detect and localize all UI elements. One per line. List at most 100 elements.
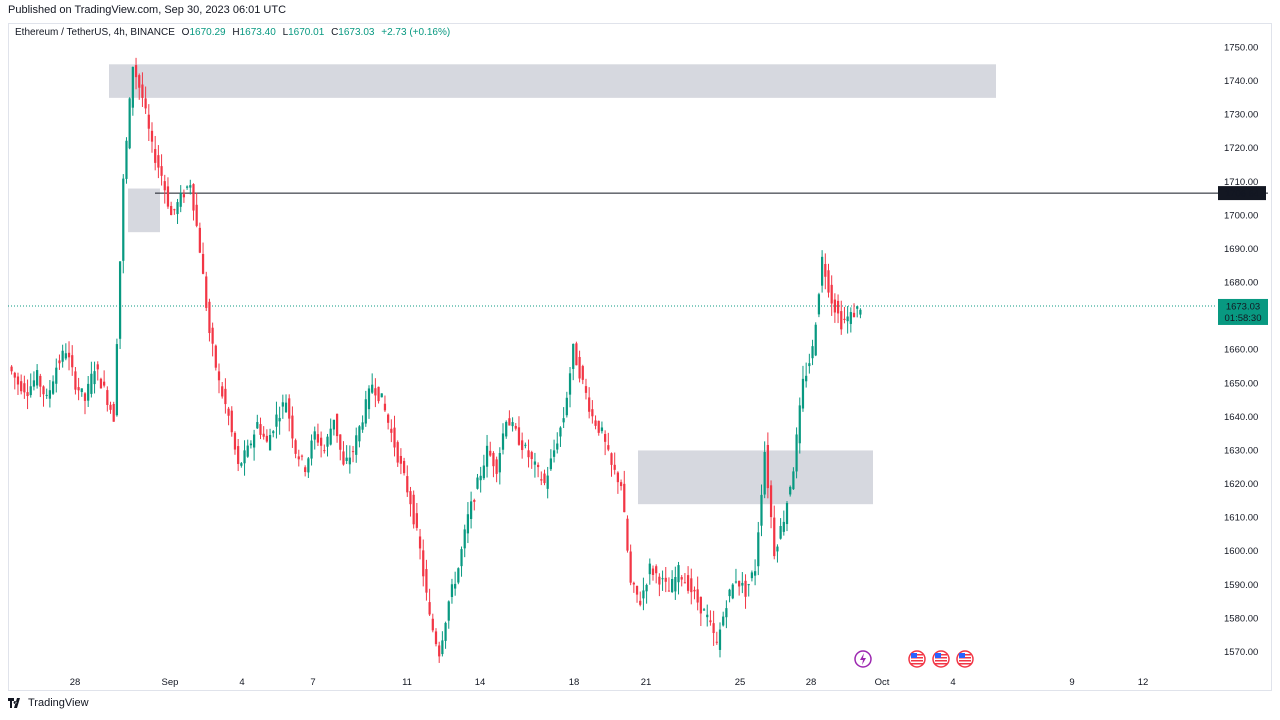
candle-body: [221, 386, 224, 397]
supply-demand-zone: [638, 450, 873, 505]
y-tick-label: 1630.00: [1224, 445, 1258, 456]
candle-body: [284, 402, 288, 413]
candle-body: [182, 194, 186, 198]
candle-body: [600, 427, 604, 432]
candle-body: [489, 450, 492, 456]
us-flag-event-icon[interactable]: [932, 650, 950, 668]
candle-body: [773, 517, 776, 557]
candle-body: [329, 428, 332, 445]
us-flag-event-icon[interactable]: [956, 650, 974, 668]
candle-body: [750, 572, 754, 579]
candle-body: [93, 371, 96, 385]
candle-body: [71, 355, 74, 368]
low-label: L: [282, 27, 289, 38]
candle-body: [415, 513, 418, 528]
candle-body: [661, 578, 664, 580]
candle-body: [511, 422, 514, 427]
candle-body: [307, 458, 310, 473]
candle-body: [801, 378, 805, 409]
candle-body: [36, 370, 39, 386]
candle-body: [377, 386, 380, 402]
y-tick-label: 1690.00: [1224, 244, 1258, 255]
candle-body: [367, 388, 371, 410]
candle-body: [383, 403, 387, 411]
candle-body: [320, 437, 323, 446]
x-tick-label: 4: [950, 677, 955, 688]
y-tick-label: 1730.00: [1224, 110, 1258, 121]
candle-body: [170, 205, 173, 216]
candle-body: [434, 631, 438, 645]
candle-body: [798, 405, 801, 444]
candle-body: [741, 582, 744, 586]
candle-body: [348, 457, 351, 465]
candle-body: [141, 84, 144, 98]
candle-body: [361, 422, 364, 430]
candle-body: [460, 549, 463, 567]
candle-body: [549, 458, 552, 470]
candle-body: [690, 578, 693, 593]
candle-body: [651, 568, 655, 575]
candle-body: [406, 476, 409, 493]
candle-body: [760, 494, 763, 526]
candle-body: [709, 620, 712, 623]
candle-body: [154, 149, 157, 163]
y-tick-label: 1640.00: [1224, 412, 1258, 423]
candle-body: [626, 518, 629, 551]
candle-body: [418, 536, 422, 549]
candle-body: [339, 434, 342, 450]
open-value: 1670.29: [189, 27, 226, 38]
candle-body: [718, 629, 722, 650]
x-tick-label: 18: [569, 677, 580, 688]
candle-body: [613, 464, 616, 470]
us-flag-event-icon[interactable]: [908, 650, 926, 668]
candle-body: [495, 459, 498, 474]
candle-body: [769, 485, 773, 518]
lightning-event-icon[interactable]: [854, 650, 872, 668]
candle-body: [648, 563, 651, 575]
candle-body: [412, 494, 415, 525]
candle-body: [393, 427, 396, 448]
symbol-name[interactable]: Ethereum / TetherUS, 4h, BINANCE: [15, 27, 175, 38]
candle-body: [785, 502, 789, 525]
candle-body: [527, 450, 530, 458]
candle-body: [138, 75, 141, 88]
candle-body: [227, 408, 230, 416]
change-value: +2.73 (+0.16%): [381, 27, 451, 38]
candle-body: [616, 472, 620, 483]
chart-frame[interactable]: [8, 23, 1272, 691]
candle-body: [74, 371, 77, 390]
candle-body: [619, 482, 623, 487]
candle-body: [45, 394, 48, 396]
candle-body: [782, 521, 785, 532]
candle-body: [508, 418, 511, 426]
candle-body: [96, 364, 99, 370]
candle-body: [109, 404, 112, 410]
x-tick-label: 7: [310, 677, 315, 688]
candle-body: [195, 204, 198, 226]
candle-body: [562, 418, 565, 423]
candle-body: [326, 436, 329, 447]
candle-body: [134, 65, 138, 78]
candle-body: [390, 428, 393, 433]
y-tick-label: 1610.00: [1224, 513, 1258, 524]
candle-body: [217, 371, 221, 381]
candle-body: [466, 514, 470, 534]
candle-body: [667, 590, 671, 592]
candle-body: [814, 324, 817, 356]
candle-body: [268, 434, 272, 451]
candle-body: [715, 641, 718, 643]
x-tick-label: 28: [806, 677, 817, 688]
candle-body: [310, 440, 313, 459]
candle-body: [677, 565, 680, 583]
x-tick-label: 9: [1069, 677, 1074, 688]
candle-body: [683, 582, 687, 584]
candle-body: [492, 452, 495, 467]
candle-body: [578, 356, 581, 379]
candle-body: [699, 596, 702, 614]
candle-body: [473, 499, 476, 502]
candle-body: [58, 360, 61, 364]
candle-body: [792, 471, 795, 490]
candle-body: [396, 442, 399, 463]
candle-body: [428, 602, 431, 615]
